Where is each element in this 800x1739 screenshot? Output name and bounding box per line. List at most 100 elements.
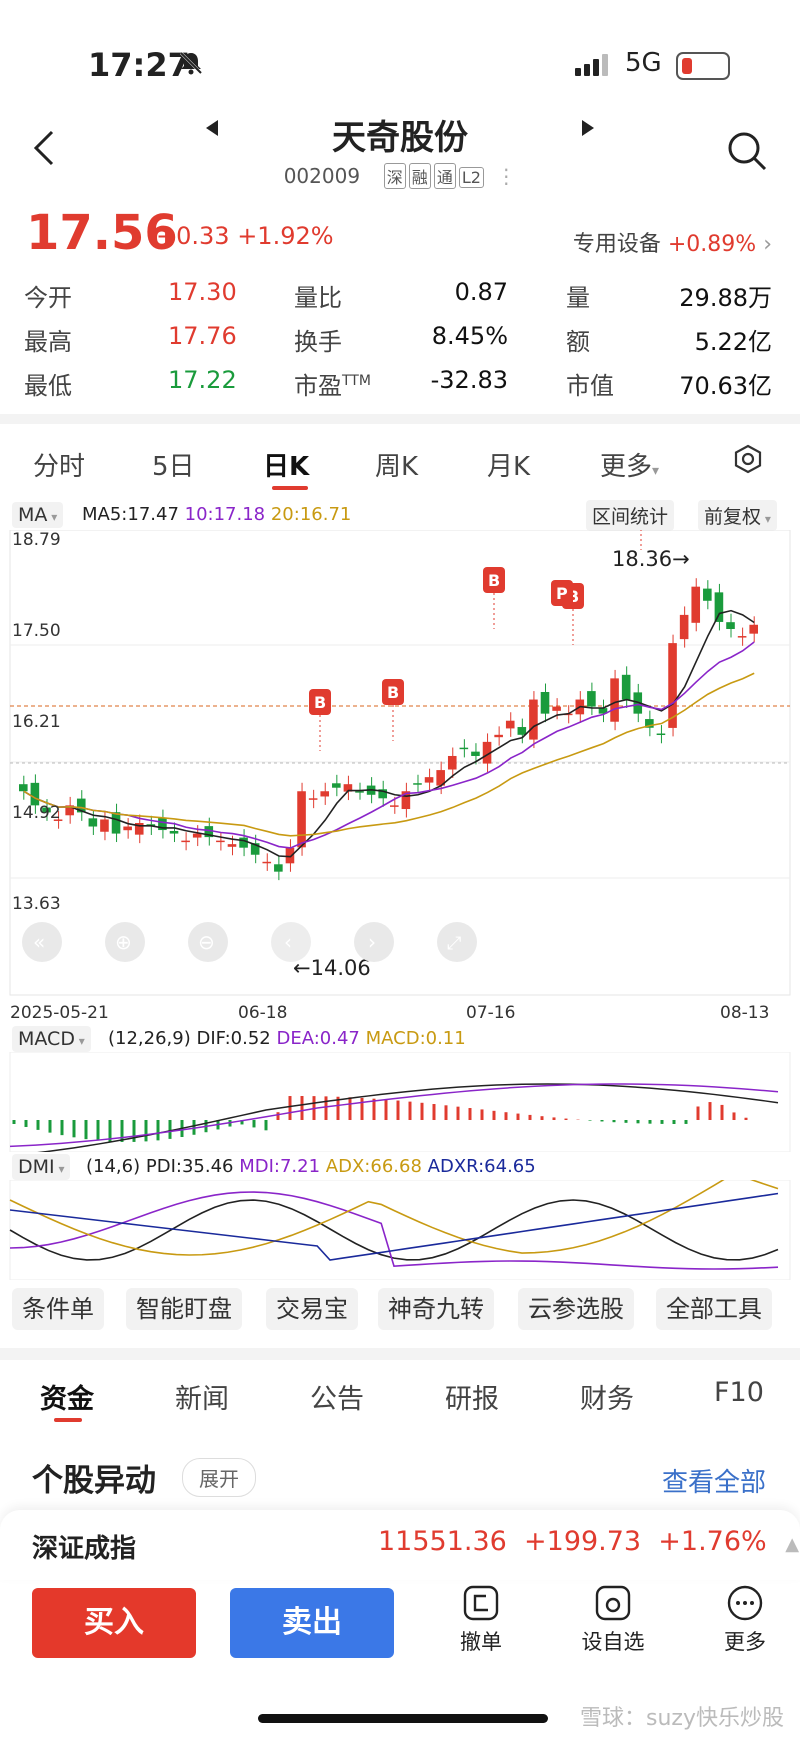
candle-body xyxy=(401,791,411,810)
tag-shen: 深 xyxy=(383,163,406,189)
prev-stock-button[interactable] xyxy=(204,118,220,144)
indicator-select[interactable]: MA ▾ xyxy=(12,502,64,528)
y-tick: 14.92 xyxy=(12,803,61,823)
mute-bell-icon xyxy=(179,51,203,75)
candle-body xyxy=(749,624,758,634)
tab-daily-k[interactable]: 日K xyxy=(263,452,310,482)
sector-link[interactable]: 专用设备 +0.89% › xyxy=(573,226,772,258)
current-price: 17.56 xyxy=(26,205,178,261)
search-icon[interactable] xyxy=(726,130,768,172)
next-stock-button[interactable] xyxy=(580,118,596,144)
tool-conditional-order[interactable]: 条件单 xyxy=(12,1288,104,1330)
range-stats-button[interactable]: 区间统计 xyxy=(586,500,675,531)
settings-icon[interactable] xyxy=(733,444,763,474)
tab-more-label: 更多 xyxy=(600,452,653,482)
candle-body xyxy=(703,588,712,601)
candle-body xyxy=(691,586,701,623)
tab-fenshi[interactable]: 分时 xyxy=(33,452,86,482)
ma5-line xyxy=(23,609,755,858)
ma20-line xyxy=(23,672,755,837)
y-tick: 16.21 xyxy=(12,712,61,732)
candle-body xyxy=(517,727,527,735)
prev-button[interactable] xyxy=(271,922,311,962)
chevron-right-icon: › xyxy=(763,232,772,257)
price-change: +0.33 +1.92% xyxy=(156,222,334,250)
buy-button[interactable]: 买入 xyxy=(32,1588,196,1658)
more-icon xyxy=(727,1585,763,1621)
macd-select[interactable]: MACD ▾ xyxy=(12,1026,91,1052)
y-tick: 13.63 xyxy=(12,894,61,914)
tool-smart-watch[interactable]: 智能盯盘 xyxy=(126,1288,242,1330)
dmi-select[interactable]: DMI ▾ xyxy=(12,1154,71,1180)
zoom-out-button[interactable] xyxy=(188,922,228,962)
candle-body xyxy=(42,807,51,813)
zoom-in-button[interactable] xyxy=(105,922,145,962)
fullscreen-button[interactable] xyxy=(437,922,477,962)
cancel-order-button[interactable]: 撤单 xyxy=(436,1584,526,1656)
stat-label: 量比 xyxy=(294,284,342,312)
stat-label: 最低 xyxy=(24,372,72,400)
dmi-params: (14,6) xyxy=(86,1156,141,1177)
more-dots-icon[interactable]: ⋮ xyxy=(496,164,517,188)
candle-body xyxy=(610,678,619,722)
candle-body xyxy=(111,812,121,834)
stat-value: 17.76 xyxy=(168,322,237,350)
tool-stock-picker[interactable]: 云参选股 xyxy=(518,1288,634,1330)
ma5-value: MA5:17.47 xyxy=(82,504,179,525)
candle-body xyxy=(447,755,457,770)
back-button[interactable] xyxy=(30,128,56,179)
tab-more[interactable]: 更多▾ xyxy=(600,446,659,483)
caret-left-icon xyxy=(206,120,218,136)
active-tab-indicator xyxy=(54,1418,82,1422)
macd-bar: MACD:0.11 xyxy=(365,1028,466,1049)
caret-down-icon: ▾ xyxy=(47,510,58,524)
candle-body xyxy=(274,864,283,872)
adjust-select[interactable]: 前复权 ▾ xyxy=(698,500,777,531)
tool-nine-turns[interactable]: 神奇九转 xyxy=(378,1288,494,1330)
add-watchlist-button[interactable]: 设自选 xyxy=(568,1584,658,1656)
ma-values: MA5:17.47 10:17.18 20:16.71 xyxy=(82,504,351,525)
tag-tong: 通 xyxy=(433,163,456,189)
candle-body xyxy=(134,822,144,835)
ma10-value: 10:17.18 xyxy=(184,504,266,525)
more-button[interactable]: 更多 xyxy=(700,1584,790,1656)
tab-funds[interactable]: 资金 xyxy=(40,1384,94,1415)
tool-all-tools[interactable]: 全部工具 xyxy=(656,1288,772,1330)
tab-f10[interactable]: F10 xyxy=(714,1377,764,1408)
tool-jiaoyibao[interactable]: 交易宝 xyxy=(266,1288,358,1330)
tab-finance[interactable]: 财务 xyxy=(580,1384,634,1415)
macd-frame xyxy=(9,1052,791,1152)
macd-params: (12,26,9) xyxy=(108,1028,191,1049)
candle-body xyxy=(726,622,735,629)
candle-body xyxy=(320,791,330,797)
candle-body xyxy=(529,699,538,740)
candle-body xyxy=(424,777,434,783)
tab-news[interactable]: 新闻 xyxy=(175,1384,229,1415)
pdi-line xyxy=(9,1199,779,1261)
dmi-mdi: MDI:7.21 xyxy=(239,1156,321,1177)
tab-announcements[interactable]: 公告 xyxy=(310,1384,364,1415)
next-button[interactable] xyxy=(354,922,394,962)
view-all-link[interactable]: 查看全部 xyxy=(661,1468,766,1498)
buy-signal-marker xyxy=(483,567,505,593)
expand-button[interactable]: 展开 xyxy=(182,1458,256,1497)
caret-up-icon[interactable]: ▲ xyxy=(785,1534,800,1555)
sell-button[interactable]: 卖出 xyxy=(230,1588,394,1658)
tab-5day[interactable]: 5日 xyxy=(152,452,195,482)
tab-weekly-k[interactable]: 周K xyxy=(375,452,419,482)
active-tab-indicator xyxy=(272,486,308,490)
x-tick: 06-18 xyxy=(238,1003,287,1023)
buy-signal-label: B xyxy=(314,693,326,712)
candle-body xyxy=(227,844,237,847)
dea-line xyxy=(9,1083,779,1148)
candle-body xyxy=(123,826,132,831)
tab-research[interactable]: 研报 xyxy=(445,1384,499,1415)
battery-level xyxy=(682,58,692,74)
scroll-left-button[interactable] xyxy=(22,922,62,962)
y-tick-labels: 18.79 17.50 16.21 14.92 13.63 xyxy=(12,530,61,914)
tab-monthly-k[interactable]: 月K xyxy=(487,452,531,482)
candle-body xyxy=(552,706,561,711)
signals: BBBBBP xyxy=(309,530,642,751)
index-bar[interactable] xyxy=(0,1510,800,1580)
